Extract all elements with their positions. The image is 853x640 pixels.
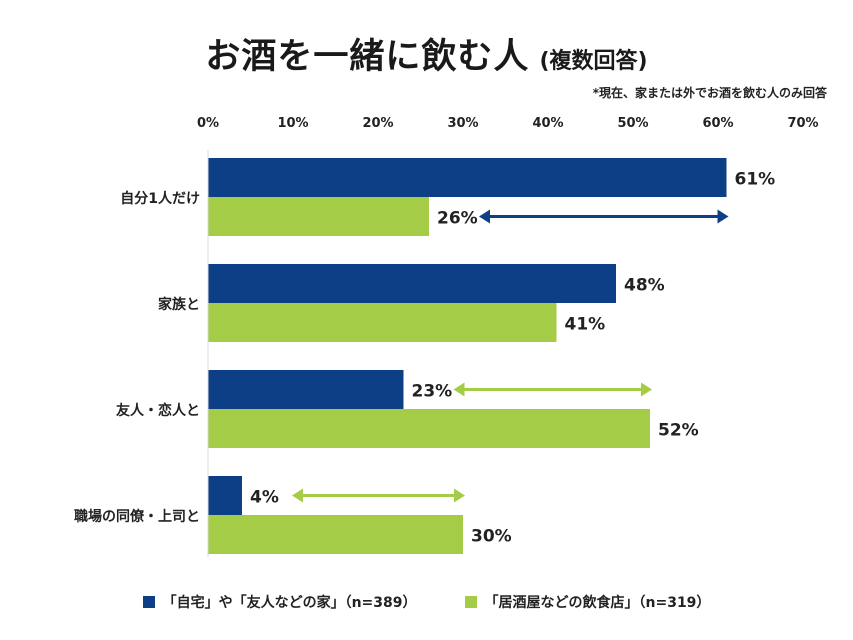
x-tick-label: 10% <box>277 116 308 131</box>
x-tick-label: 20% <box>362 116 393 131</box>
annotation-arrowhead-left <box>479 209 490 224</box>
annotation-arrowhead-right <box>717 209 729 224</box>
chart-title-block: お酒を一緒に飲む人 (複数回答) <box>0 28 853 79</box>
category-label: 自分1人だけ <box>120 190 200 207</box>
bar-home <box>208 370 404 409</box>
data-label: 30% <box>471 527 512 547</box>
bar-restaurant <box>208 515 463 554</box>
data-label: 61% <box>735 170 776 190</box>
category-label: 家族と <box>158 296 200 313</box>
legend-label-restaurant: 「居酒屋などの飲食店」（n=319） <box>484 595 711 611</box>
legend-label-home: 「自宅」や「友人などの家」（n=389） <box>162 595 417 611</box>
bar-restaurant <box>208 197 429 236</box>
chart-title: お酒を一緒に飲む人 <box>205 37 530 77</box>
data-label: 41% <box>565 315 606 335</box>
annotation-arrowhead-left <box>453 382 465 397</box>
annotation-arrowhead-right <box>641 382 652 397</box>
data-label: 48% <box>624 276 665 296</box>
chart-subtitle: (複数回答) <box>539 49 648 74</box>
bar-home <box>208 264 616 303</box>
category-label: 友人・恋人と <box>116 402 200 419</box>
legend-item-restaurant: 「居酒屋などの飲食店」（n=319） <box>464 592 711 612</box>
legend-item-home: 「自宅」や「友人などの家」（n=389） <box>142 592 417 612</box>
data-label: 52% <box>658 421 699 441</box>
bar-restaurant <box>208 303 557 342</box>
bar-home <box>208 476 242 515</box>
x-tick-label: 30% <box>447 116 478 131</box>
legend-swatch-home <box>142 596 155 608</box>
bar-home <box>208 158 727 197</box>
annotation-arrowhead-right <box>454 488 465 503</box>
bar-restaurant <box>208 409 650 448</box>
x-tick-label: 60% <box>702 116 733 131</box>
data-label: 23% <box>412 382 453 402</box>
legend-swatch-restaurant <box>464 596 477 608</box>
chart-note: *現在、家または外でお酒を飲む人のみ回答 <box>592 86 827 100</box>
annotation-arrowhead-left <box>292 488 303 503</box>
x-tick-label: 50% <box>617 116 648 131</box>
data-label: 26% <box>437 209 478 229</box>
x-tick-label: 70% <box>787 116 818 131</box>
category-label: 職場の同僚・上司と <box>74 508 200 525</box>
data-label: 4% <box>250 488 279 508</box>
x-tick-label: 0% <box>197 116 219 131</box>
legend: 「自宅」や「友人などの家」（n=389） 「居酒屋などの飲食店」（n=319） <box>0 592 853 612</box>
x-tick-label: 40% <box>532 116 563 131</box>
